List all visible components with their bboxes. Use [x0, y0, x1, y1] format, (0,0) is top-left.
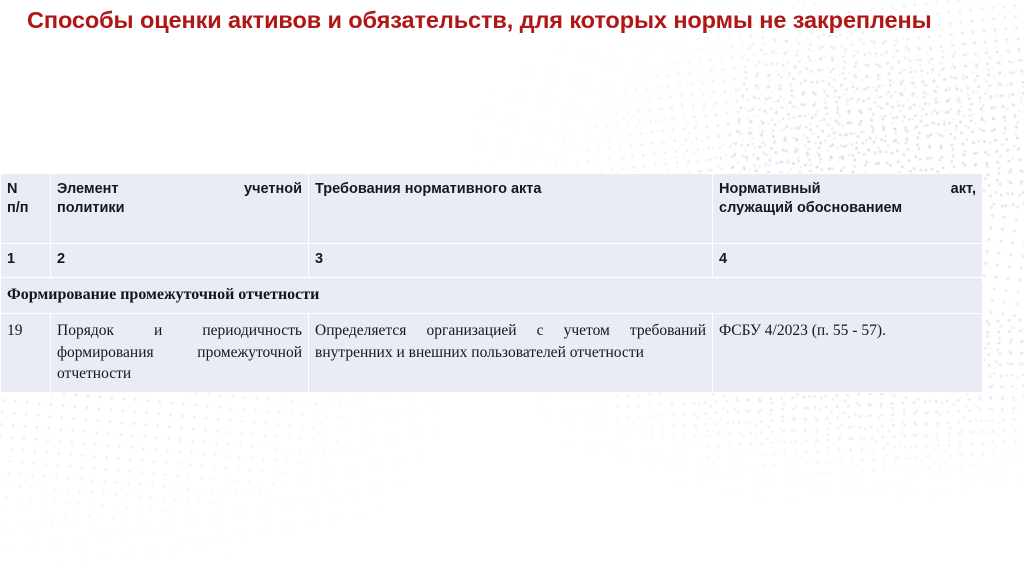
header-act-word1: Нормативный — [719, 181, 821, 197]
header-cell-number: N п/п — [0, 173, 51, 244]
column-number-row: 1 2 3 4 — [0, 243, 983, 278]
header-element-word1: Элемент — [57, 181, 119, 197]
slide-title: Способы оценки активов и обязательств, д… — [27, 7, 932, 33]
accounting-policy-table-wrapper: N п/п Элемент учетной политики Требовани… — [0, 173, 983, 393]
column-number-4: 4 — [712, 243, 983, 278]
header-number-line2: п/п — [7, 200, 29, 216]
table-header: N п/п Элемент учетной политики Требовани… — [0, 173, 983, 244]
cell-requirements: Определяется организацией с учетом требо… — [308, 313, 713, 393]
header-cell-act: Нормативный акт, служащий обоснованием — [712, 173, 983, 244]
header-number-line1: N — [7, 181, 18, 197]
header-element-word2: учетной — [244, 181, 302, 197]
column-number-2: 2 — [50, 243, 309, 278]
table-row: 19 Порядок и периодичность формирования … — [0, 313, 983, 393]
header-element-line2: политики — [57, 200, 125, 216]
cell-row-number: 19 — [0, 313, 51, 393]
header-requirements-line1: Требования нормативного акта — [315, 181, 542, 197]
header-act-word2: акт, — [950, 181, 976, 197]
column-number-3: 3 — [308, 243, 713, 278]
header-act-line2: служащий обоснованием — [719, 200, 903, 216]
column-number-1: 1 — [0, 243, 51, 278]
cell-normative-act: ФСБУ 4/2023 (п. 55 - 57). — [712, 313, 983, 393]
header-cell-requirements: Требования нормативного акта — [308, 173, 713, 244]
table-body: 1 2 3 4 Формирование промежуточной отчет… — [0, 243, 983, 393]
cell-policy-element: Порядок и периодичность формирования про… — [50, 313, 309, 393]
accounting-policy-table: N п/п Элемент учетной политики Требовани… — [0, 173, 983, 393]
table-header-row: N п/п Элемент учетной политики Требовани… — [0, 173, 983, 244]
section-header-label: Формирование промежуточной отчетности — [0, 277, 983, 314]
section-header-row: Формирование промежуточной отчетности — [0, 277, 983, 314]
header-cell-element: Элемент учетной политики — [50, 173, 309, 244]
